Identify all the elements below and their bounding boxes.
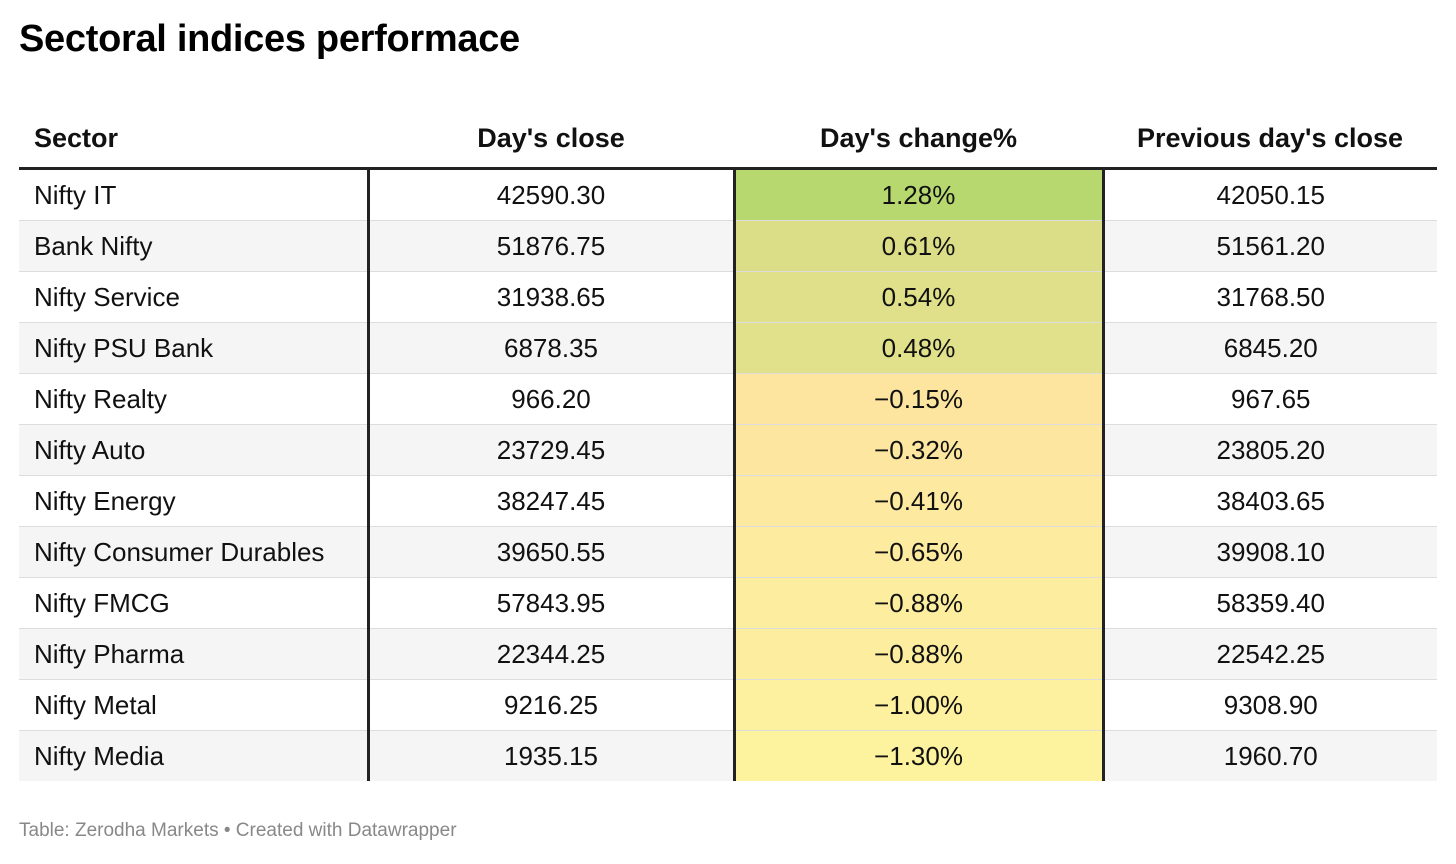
- table-row: Nifty Realty 966.20 −0.15% 967.65: [19, 373, 1437, 425]
- column-header-previous-close[interactable]: Previous day's close: [1103, 109, 1437, 170]
- cell-days-close: 6878.35: [366, 322, 734, 374]
- cell-days-change: −1.00%: [732, 679, 1105, 731]
- cell-sector: Nifty FMCG: [19, 577, 368, 629]
- cell-days-close: 38247.45: [366, 475, 734, 527]
- table-row: Nifty Pharma 22344.25 −0.88% 22542.25: [19, 628, 1437, 680]
- cell-days-close: 51876.75: [366, 220, 734, 272]
- cell-days-close: 57843.95: [366, 577, 734, 629]
- cell-previous-close: 9308.90: [1103, 679, 1437, 731]
- cell-days-close: 966.20: [366, 373, 734, 425]
- cell-previous-close: 31768.50: [1103, 271, 1437, 323]
- cell-previous-close: 39908.10: [1103, 526, 1437, 578]
- table-row: Nifty FMCG 57843.95 −0.88% 58359.40: [19, 577, 1437, 629]
- table-row: Nifty Auto 23729.45 −0.32% 23805.20: [19, 424, 1437, 476]
- header-row: Sector Day's close Day's change% Previou…: [19, 109, 1437, 170]
- table-row: Bank Nifty 51876.75 0.61% 51561.20: [19, 220, 1437, 272]
- cell-previous-close: 51561.20: [1103, 220, 1437, 272]
- cell-previous-close: 38403.65: [1103, 475, 1437, 527]
- cell-days-change: −0.15%: [732, 373, 1105, 425]
- cell-days-change: −0.88%: [732, 577, 1105, 629]
- cell-sector: Nifty PSU Bank: [19, 322, 368, 374]
- cell-previous-close: 58359.40: [1103, 577, 1437, 629]
- table-row: Nifty Media 1935.15 −1.30% 1960.70: [19, 730, 1437, 781]
- column-header-days-change[interactable]: Day's change%: [734, 109, 1103, 170]
- cell-previous-close: 6845.20: [1103, 322, 1437, 374]
- cell-days-change: −0.88%: [732, 628, 1105, 680]
- table-row: Nifty Consumer Durables 39650.55 −0.65% 399…: [19, 526, 1437, 578]
- table-row: Nifty Metal 9216.25 −1.00% 9308.90: [19, 679, 1437, 731]
- cell-previous-close: 967.65: [1103, 373, 1437, 425]
- cell-sector: Nifty Realty: [19, 373, 368, 425]
- cell-days-close: 39650.55: [366, 526, 734, 578]
- cell-sector: Nifty Metal: [19, 679, 368, 731]
- cell-previous-close: 22542.25: [1103, 628, 1437, 680]
- cell-previous-close: 1960.70: [1103, 730, 1437, 781]
- cell-days-change: −0.65%: [732, 526, 1105, 578]
- cell-sector: Nifty Consumer Durables: [19, 526, 368, 578]
- table-body: Nifty IT 42590.30 1.28% 42050.15 Bank Nifty 5…: [19, 168, 1437, 781]
- cell-days-change: 0.48%: [732, 322, 1105, 374]
- cell-days-change: 1.28%: [732, 168, 1105, 221]
- cell-previous-close: 42050.15: [1103, 168, 1437, 221]
- cell-sector: Nifty Service: [19, 271, 368, 323]
- cell-sector: Nifty Pharma: [19, 628, 368, 680]
- cell-days-close: 42590.30: [366, 168, 734, 221]
- cell-days-close: 22344.25: [366, 628, 734, 680]
- table-source-footer: Table: Zerodha Markets • Created with Da…: [19, 820, 457, 841]
- sector-table-container: Sector Day's close Day's change% Previou…: [19, 109, 1437, 781]
- page-title: Sectoral indices performace: [19, 18, 520, 60]
- cell-days-close: 9216.25: [366, 679, 734, 731]
- cell-previous-close: 23805.20: [1103, 424, 1437, 476]
- cell-sector: Nifty Energy: [19, 475, 368, 527]
- cell-sector: Nifty Auto: [19, 424, 368, 476]
- table-row: Nifty Energy 38247.45 −0.41% 38403.65: [19, 475, 1437, 527]
- cell-days-change: −0.41%: [732, 475, 1105, 527]
- cell-days-close: 1935.15: [366, 730, 734, 781]
- column-header-days-close[interactable]: Day's close: [368, 109, 734, 170]
- cell-days-change: −1.30%: [732, 730, 1105, 781]
- cell-days-change: −0.32%: [732, 424, 1105, 476]
- column-header-sector[interactable]: Sector: [19, 109, 368, 170]
- cell-days-close: 23729.45: [366, 424, 734, 476]
- sector-table: Sector Day's close Day's change% Previou…: [19, 109, 1437, 781]
- cell-sector: Bank Nifty: [19, 220, 368, 272]
- cell-sector: Nifty IT: [19, 168, 368, 221]
- table-header: Sector Day's close Day's change% Previou…: [19, 109, 1437, 170]
- table-row: Nifty PSU Bank 6878.35 0.48% 6845.20: [19, 322, 1437, 374]
- table-row: Nifty Service 31938.65 0.54% 31768.50: [19, 271, 1437, 323]
- table-row: Nifty IT 42590.30 1.28% 42050.15: [19, 168, 1437, 221]
- cell-days-close: 31938.65: [366, 271, 734, 323]
- cell-days-change: 0.61%: [732, 220, 1105, 272]
- cell-sector: Nifty Media: [19, 730, 368, 781]
- cell-days-change: 0.54%: [732, 271, 1105, 323]
